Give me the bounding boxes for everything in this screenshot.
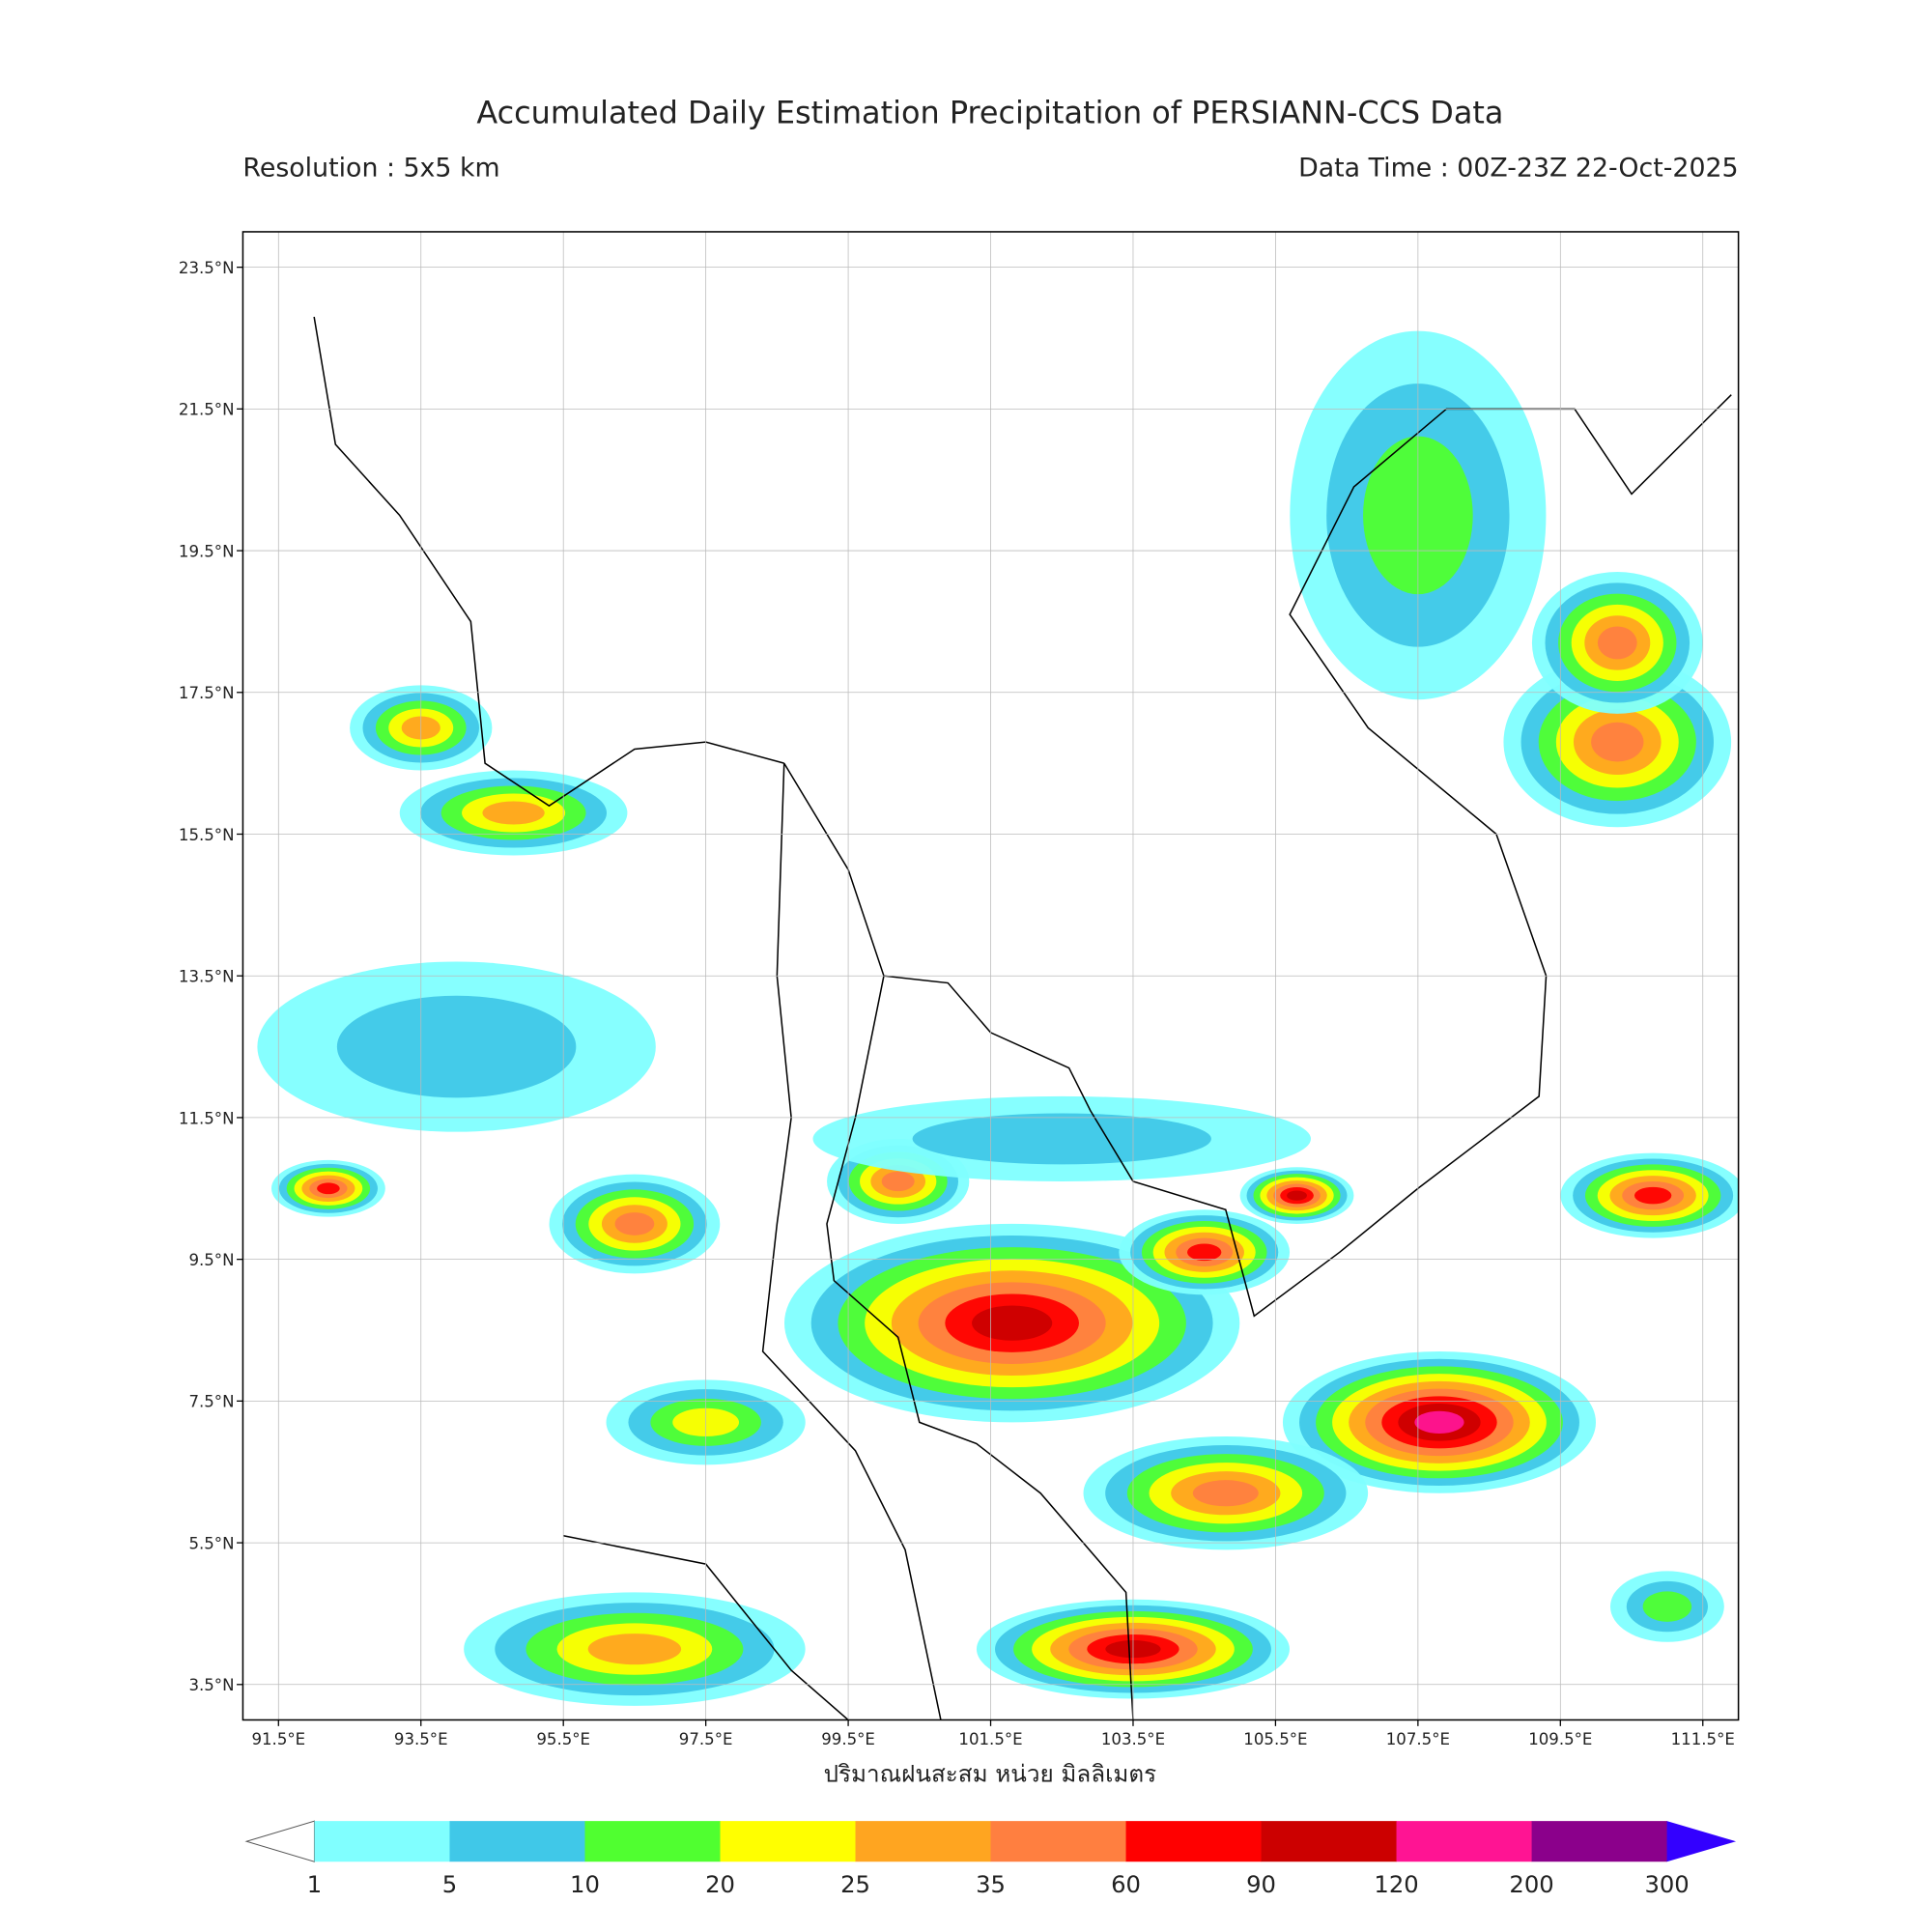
colorbar-segment (314, 1821, 450, 1862)
x-tick-label: 91.5°E (251, 1730, 305, 1748)
colorbar-label: 10 (570, 1870, 600, 1898)
rain-area (1642, 1591, 1692, 1622)
y-tick-label: 17.5°N (179, 684, 235, 702)
colorbar-segment (1125, 1821, 1262, 1862)
rain-area (336, 995, 577, 1098)
colorbar-segment (584, 1821, 721, 1862)
x-tick-label: 103.5°E (1101, 1730, 1165, 1748)
colorbar-segment (1531, 1821, 1667, 1862)
y-tick-label: 9.5°N (188, 1251, 234, 1269)
rain-area (1192, 1480, 1259, 1507)
colorbar-segment (1261, 1821, 1397, 1862)
x-tick-label: 109.5°E (1528, 1730, 1592, 1748)
title: Accumulated Daily Estimation Precipitati… (476, 95, 1503, 131)
x-tick-label: 107.5°E (1386, 1730, 1450, 1748)
x-tick-label: 99.5°E (821, 1730, 875, 1748)
rain-area (881, 1171, 915, 1192)
colorbar-over (1666, 1821, 1737, 1862)
colorbar-label: 25 (840, 1870, 870, 1898)
colorbar-segment (1396, 1821, 1532, 1862)
colorbar-label: 5 (442, 1870, 457, 1898)
rain-area (1597, 626, 1637, 660)
y-tick-label: 13.5°N (179, 968, 235, 986)
colorbar-label: 300 (1644, 1870, 1689, 1898)
x-tick-label: 111.5°E (1671, 1730, 1735, 1748)
y-tick-label: 11.5°N (179, 1109, 235, 1127)
x-tick-label: 95.5°E (536, 1730, 590, 1748)
colorbar-segment (720, 1821, 856, 1862)
colorbar-label: 35 (976, 1870, 1006, 1898)
coastline (783, 394, 1732, 1318)
colorbar-segment (449, 1821, 585, 1862)
rain-area (587, 1634, 682, 1665)
rain-area (614, 1212, 655, 1236)
x-tick-label: 105.5°E (1243, 1730, 1307, 1748)
subtitle-right: Data Time : 00Z-23Z 22-Oct-2025 (1298, 154, 1738, 184)
rain-area (972, 1305, 1053, 1341)
y-tick-label: 7.5°N (188, 1393, 234, 1411)
coastline (313, 316, 784, 808)
colorbar-label: 20 (705, 1870, 735, 1898)
colorbar-segment (855, 1821, 991, 1862)
x-tick-label: 93.5°E (394, 1730, 448, 1748)
x-tick-label: 97.5°E (679, 1730, 733, 1748)
y-tick-label: 21.5°N (179, 401, 235, 419)
colorbar-label: 200 (1509, 1870, 1553, 1898)
rain-area (317, 1182, 340, 1195)
rain-area (1414, 1410, 1464, 1434)
y-tick-label: 15.5°N (179, 826, 235, 844)
coastline (761, 763, 942, 1720)
subtitle-left: Resolution : 5x5 km (242, 154, 499, 184)
rain-area (482, 801, 545, 825)
x-axis-label: ปริมาณฝนสะสม หน่วย มิลลิเมตร (824, 1759, 1156, 1787)
coastline (563, 1534, 849, 1720)
y-tick-label: 3.5°N (188, 1676, 234, 1694)
colorbar-label: 120 (1374, 1870, 1418, 1898)
y-tick-label: 19.5°N (179, 542, 235, 560)
colorbar-label: 90 (1246, 1870, 1276, 1898)
colorbar-label: 1 (307, 1870, 322, 1898)
y-tick-label: 5.5°N (188, 1534, 234, 1552)
rain-area (912, 1113, 1211, 1165)
rain-area (1591, 722, 1644, 762)
colorbar-under (244, 1820, 315, 1862)
plot-area (242, 231, 1739, 1720)
rain-area (1187, 1243, 1222, 1262)
rain-area (1287, 1190, 1307, 1201)
y-tick-label: 23.5°N (179, 259, 235, 277)
colorbar-label: 60 (1111, 1870, 1141, 1898)
x-tick-label: 101.5°E (958, 1730, 1022, 1748)
rain-area (1634, 1186, 1672, 1205)
colorbar-segment (990, 1821, 1126, 1862)
